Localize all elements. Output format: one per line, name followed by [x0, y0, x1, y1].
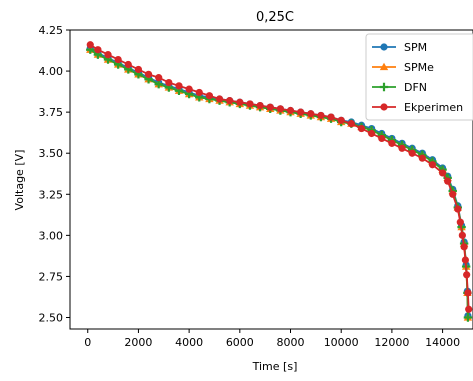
- legend-item-spm: SPM: [372, 41, 427, 54]
- y-tick-label: 4.25: [39, 24, 64, 37]
- data-point-ekperimen: [464, 289, 472, 297]
- legend-marker: [380, 103, 388, 111]
- data-point-ekperimen: [460, 243, 468, 251]
- legend-box: [365, 33, 473, 121]
- data-point-ekperimen: [266, 103, 274, 111]
- data-point-ekperimen: [134, 65, 143, 74]
- plot-frame: [69, 29, 473, 330]
- y-tick-label: 3.25: [39, 188, 64, 201]
- legend: SPM SPMe DFN Ekperimen: [365, 33, 473, 121]
- data-point-ekperimen: [438, 169, 447, 177]
- data-point-ekperimen: [456, 218, 464, 226]
- data-point-ekperimen: [185, 85, 193, 93]
- x-tick-label: 6000: [226, 336, 254, 349]
- legend-marker: [380, 43, 388, 51]
- legend-label: Ekperimen: [404, 101, 463, 114]
- x-tick-label: 0: [84, 336, 91, 349]
- legend-item-dfn: DFN: [372, 81, 427, 94]
- data-point-ekperimen: [297, 108, 305, 116]
- data-point-ekperimen: [286, 106, 295, 115]
- data-point-ekperimen: [114, 55, 122, 64]
- data-point-ekperimen: [307, 110, 315, 118]
- data-point-ekperimen: [408, 149, 416, 157]
- x-axis: 0 2000 4000 6000 8000 10000 12000 14000: [84, 329, 460, 349]
- data-point-ekperimen: [463, 271, 471, 279]
- data-point-ekperimen: [246, 100, 254, 108]
- data-point-ekperimen: [124, 60, 132, 69]
- legend-label: SPM: [404, 41, 427, 54]
- data-point-ekperimen: [175, 82, 183, 90]
- data-point-ekperimen: [454, 205, 462, 213]
- y-axis: 2.50 2.75 3.00 3.25 3.50 3.75 4.00 4.25: [39, 24, 70, 325]
- y-tick-label: 3.00: [39, 229, 64, 242]
- data-point-ekperimen: [347, 120, 355, 128]
- data-point-dfn: [154, 80, 163, 89]
- x-tick-label: 2000: [124, 336, 152, 349]
- data-point-ekperimen: [418, 154, 426, 162]
- data-point-ekperimen: [458, 231, 466, 239]
- y-tick-label: 2.50: [39, 312, 64, 325]
- data-point-ekperimen: [449, 190, 457, 198]
- legend-item-spme: SPMe: [372, 61, 434, 74]
- data-point-ekperimen: [226, 97, 234, 105]
- data-point-ekperimen: [317, 111, 325, 120]
- data-point-ekperimen: [144, 70, 153, 78]
- legend-marker: [379, 62, 389, 71]
- data-point-ekperimen: [368, 129, 376, 138]
- x-tick-label: 12000: [374, 336, 409, 349]
- x-tick-label: 8000: [277, 336, 305, 349]
- y-tick-label: 4.00: [39, 65, 64, 78]
- legend-label: DFN: [404, 81, 427, 94]
- data-point-ekperimen: [195, 88, 203, 97]
- legend-label: SPMe: [404, 61, 434, 74]
- data-point-ekperimen: [398, 144, 406, 152]
- y-tick-label: 3.50: [39, 147, 64, 160]
- data-point-ekperimen: [337, 116, 345, 124]
- data-point-ekperimen: [327, 113, 335, 121]
- x-tick-label: 10000: [324, 336, 359, 349]
- legend-marker: [379, 82, 389, 92]
- data-point-ekperimen: [205, 92, 214, 100]
- legend-item-ekperimen: Ekperimen: [372, 101, 463, 114]
- y-tick-label: 3.75: [39, 106, 64, 119]
- data-point-ekperimen: [357, 124, 366, 133]
- data-point-ekperimen: [165, 78, 173, 87]
- chart-title: 0,25C: [256, 10, 294, 25]
- data-point-dfn: [463, 313, 473, 322]
- data-point-ekperimen: [378, 134, 386, 143]
- data-point-ekperimen: [86, 41, 94, 49]
- y-tick-label: 2.75: [39, 270, 64, 283]
- data-point-ekperimen: [256, 101, 264, 110]
- data-point-ekperimen: [215, 95, 224, 103]
- series-line-ekperimen: [89, 44, 470, 310]
- data-point-ekperimen: [155, 74, 163, 82]
- data-point-ekperimen: [461, 256, 469, 264]
- data-point-ekperimen: [94, 46, 102, 54]
- y-axis-label: Voltage [V]: [13, 150, 26, 211]
- plot-area: [86, 41, 473, 322]
- x-axis-label: Time [s]: [252, 360, 298, 373]
- data-point-ekperimen: [104, 51, 112, 59]
- data-point-ekperimen: [236, 98, 244, 106]
- data-point-ekperimen: [465, 305, 473, 313]
- x-tick-label: 14000: [425, 336, 460, 349]
- data-point-ekperimen: [444, 177, 452, 185]
- data-point-ekperimen: [388, 139, 396, 147]
- x-tick-label: 4000: [175, 336, 203, 349]
- data-point-ekperimen: [428, 161, 437, 169]
- series-ekperimen: [86, 41, 473, 313]
- data-point-ekperimen: [276, 105, 284, 113]
